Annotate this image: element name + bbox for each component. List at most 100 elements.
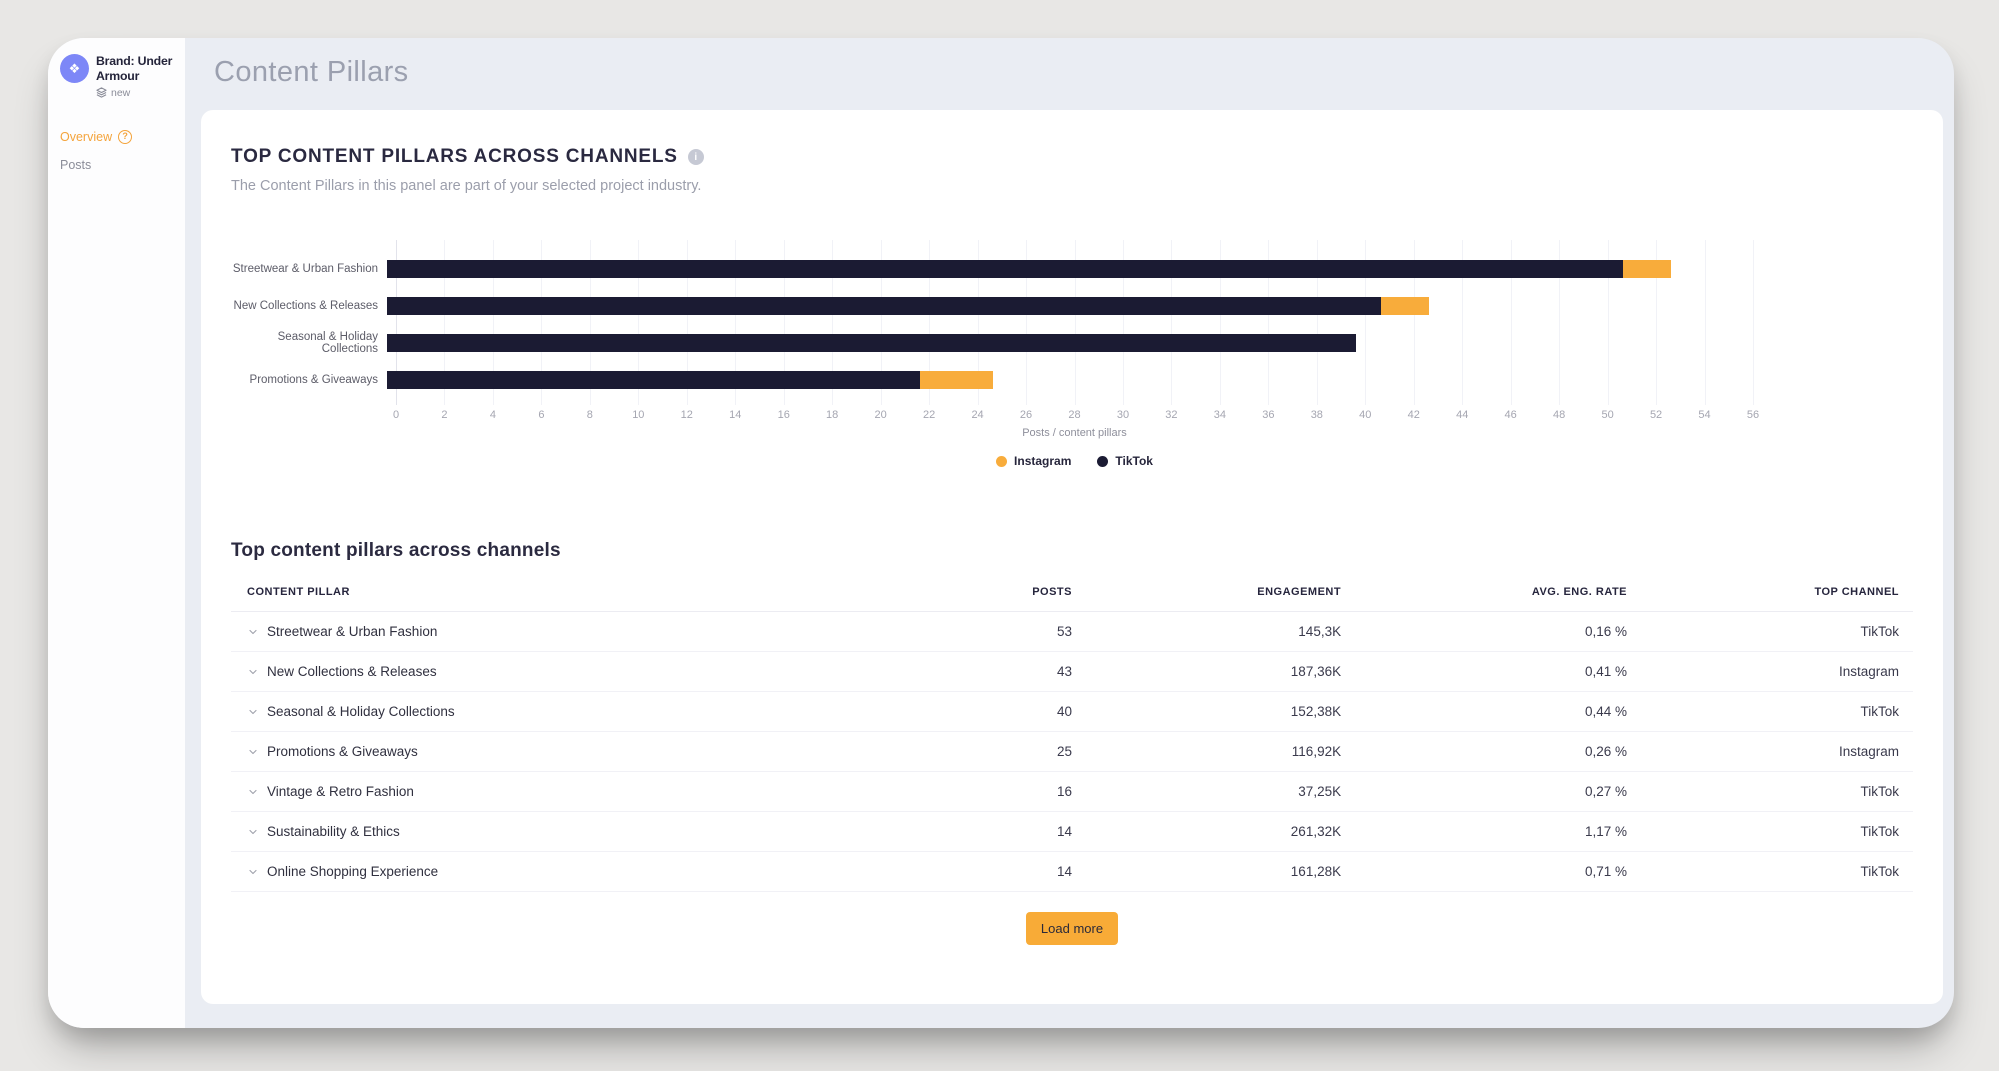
gridline bbox=[1171, 240, 1173, 405]
chevron-down-icon[interactable] bbox=[247, 866, 259, 878]
x-tick-label: 36 bbox=[1262, 409, 1275, 421]
stacked-bar-chart: Streetwear & Urban Fashion New Collection… bbox=[231, 240, 1913, 468]
bar-segment-tiktok[interactable] bbox=[387, 259, 1623, 278]
gridline bbox=[1365, 240, 1367, 405]
main-content: Content Pillars TOP CONTENT PILLARS ACRO… bbox=[185, 38, 1954, 1028]
cell-engagement: 261,32K bbox=[1071, 811, 1342, 852]
x-tick-label: 20 bbox=[874, 409, 887, 421]
page-title: Content Pillars bbox=[214, 56, 409, 88]
cell-posts: 40 bbox=[836, 691, 1072, 732]
table-row[interactable]: Seasonal & Holiday Collections 40 152,38K 0… bbox=[231, 691, 1913, 732]
stacked-bar bbox=[387, 296, 1744, 315]
x-axis-label: Posts / content pillars bbox=[1022, 427, 1127, 439]
load-more-button[interactable]: Load more bbox=[1025, 912, 1119, 945]
chart-bar-row: Streetwear & Urban Fashion bbox=[231, 250, 1913, 287]
cell-avg_eng_rate: 1,17 % bbox=[1341, 811, 1628, 852]
x-tick-label: 44 bbox=[1456, 409, 1469, 421]
cell-engagement: 145,3K bbox=[1071, 611, 1342, 652]
chart-rows: Streetwear & Urban Fashion New Collection… bbox=[231, 240, 1913, 405]
x-tick-label: 16 bbox=[777, 409, 790, 421]
x-tick-label: 50 bbox=[1601, 409, 1614, 421]
sidebar-item-label: Posts bbox=[60, 157, 92, 172]
gridline bbox=[1462, 240, 1464, 405]
brand-block: ❖ Brand: Under Armour new bbox=[60, 54, 177, 99]
gridline bbox=[1607, 240, 1609, 405]
chevron-down-icon[interactable] bbox=[247, 746, 259, 758]
cell-posts: 43 bbox=[836, 651, 1072, 692]
chevron-down-icon[interactable] bbox=[247, 706, 259, 718]
bar-segment-tiktok[interactable] bbox=[387, 370, 921, 389]
pillar-expand-control[interactable]: Online Shopping Experience bbox=[247, 864, 837, 879]
cell-avg_eng_rate: 0,27 % bbox=[1341, 771, 1628, 812]
x-axis-ticks: 0 2 4 6 8 10 12 14 16 18 20 22 24 26 28 30 32 34 36 38 40 42 4… bbox=[392, 409, 1759, 424]
cell-avg_eng_rate: 0,44 % bbox=[1341, 691, 1628, 732]
table-row[interactable]: Online Shopping Experience 14 161,28K 0,71 … bbox=[231, 851, 1913, 892]
bar-segment-tiktok[interactable] bbox=[387, 333, 1357, 352]
sidebar-item-label: Overview bbox=[60, 129, 113, 144]
x-tick-label: 2 bbox=[441, 409, 448, 421]
pillar-expand-control[interactable]: New Collections & Releases bbox=[247, 664, 837, 679]
x-tick-label: 4 bbox=[489, 409, 496, 421]
gridline bbox=[929, 240, 931, 405]
pillar-expand-control[interactable]: Promotions & Giveaways bbox=[247, 744, 837, 759]
table-row[interactable]: Sustainability & Ethics 14 261,32K 1,17 % Ti… bbox=[231, 811, 1913, 852]
legend-dot bbox=[1097, 455, 1109, 467]
cell-top_channel: TikTok bbox=[1627, 691, 1913, 732]
gridline bbox=[444, 240, 446, 405]
gridline bbox=[832, 240, 834, 405]
x-tick-label: 22 bbox=[922, 409, 936, 421]
gridline bbox=[1656, 240, 1658, 405]
cell-posts: 14 bbox=[836, 851, 1072, 892]
table-row[interactable]: Streetwear & Urban Fashion 53 145,3K 0,16 %… bbox=[231, 611, 1913, 652]
brand-text: Brand: Under Armour new bbox=[96, 54, 177, 99]
cell-posts: 25 bbox=[836, 731, 1072, 772]
column-header: CONTENT PILLAR bbox=[231, 578, 837, 612]
panel-subtitle: The Content Pillars in this panel are pa… bbox=[231, 178, 702, 194]
bar-segment-instagram[interactable] bbox=[1622, 259, 1672, 278]
cell-posts: 53 bbox=[836, 611, 1072, 652]
chevron-down-icon[interactable] bbox=[247, 826, 259, 838]
gridline bbox=[977, 240, 979, 405]
cell-posts: 14 bbox=[836, 811, 1072, 852]
pillar-expand-control[interactable]: Sustainability & Ethics bbox=[247, 824, 837, 839]
table-row[interactable]: Vintage & Retro Fashion 16 37,25K 0,27 % Tik… bbox=[231, 771, 1913, 812]
x-tick-label: 8 bbox=[586, 409, 593, 421]
x-tick-label: 38 bbox=[1310, 409, 1323, 421]
table-row[interactable]: New Collections & Releases 43 187,36K 0,41 … bbox=[231, 651, 1913, 692]
info-icon[interactable]: i bbox=[687, 149, 704, 165]
table-row[interactable]: Promotions & Giveaways 25 116,92K 0,26 % Ins… bbox=[231, 731, 1913, 772]
cell-avg_eng_rate: 0,26 % bbox=[1341, 731, 1628, 772]
x-tick-label: 0 bbox=[392, 409, 400, 421]
legend-item-tiktok[interactable]: TikTok bbox=[1097, 454, 1153, 468]
help-circle-icon[interactable]: ? bbox=[118, 129, 133, 144]
column-header: ENGAGEMENT bbox=[1071, 578, 1342, 612]
pillar-expand-control[interactable]: Streetwear & Urban Fashion bbox=[247, 624, 837, 639]
pillar-expand-control[interactable]: Seasonal & Holiday Collections bbox=[247, 704, 837, 719]
sidebar-item-posts[interactable]: Posts bbox=[60, 151, 177, 179]
gridline bbox=[1074, 240, 1076, 405]
gridline bbox=[1316, 240, 1318, 405]
x-tick-label: 14 bbox=[729, 409, 742, 421]
chart-bar-row: Promotions & Giveaways bbox=[231, 361, 1913, 398]
bar-segment-instagram[interactable] bbox=[920, 370, 993, 389]
pillar-expand-control[interactable]: Vintage & Retro Fashion bbox=[247, 784, 837, 799]
bar-segment-tiktok[interactable] bbox=[387, 296, 1381, 315]
stacked-bar bbox=[387, 333, 1744, 352]
cell-engagement: 116,92K bbox=[1071, 731, 1342, 772]
x-tick-label: 32 bbox=[1165, 409, 1178, 421]
chevron-down-icon[interactable] bbox=[247, 786, 259, 798]
chevron-down-icon[interactable] bbox=[247, 666, 259, 678]
chevron-down-icon[interactable] bbox=[247, 626, 259, 638]
brand-avatar[interactable]: ❖ bbox=[60, 54, 89, 83]
gridline bbox=[735, 240, 737, 405]
cell-top_channel: TikTok bbox=[1627, 811, 1913, 852]
legend-dot bbox=[996, 455, 1008, 467]
sidebar-item-overview[interactable]: Overview ? bbox=[60, 123, 177, 151]
cell-engagement: 187,36K bbox=[1071, 651, 1342, 692]
gridline bbox=[1704, 240, 1706, 405]
legend-item-instagram[interactable]: Instagram bbox=[996, 454, 1071, 468]
x-tick-label: 24 bbox=[971, 409, 984, 421]
x-tick-label: 18 bbox=[826, 409, 839, 421]
chart-category-label: Seasonal & Holiday Collections bbox=[277, 330, 378, 355]
bar-segment-instagram[interactable] bbox=[1380, 296, 1429, 315]
